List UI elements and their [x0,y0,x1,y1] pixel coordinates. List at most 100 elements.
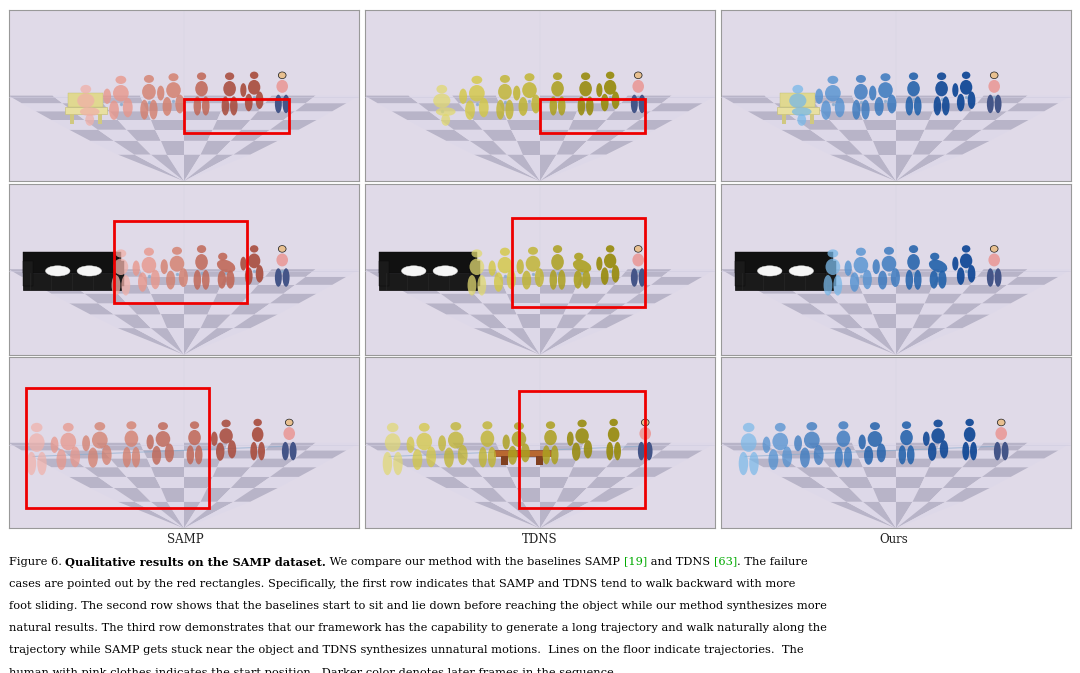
Ellipse shape [551,446,558,464]
Polygon shape [733,450,785,458]
Polygon shape [896,277,936,285]
Bar [113,221,247,304]
Polygon shape [365,96,418,103]
Polygon shape [217,488,254,501]
Polygon shape [516,488,540,501]
Bar [734,260,745,286]
Polygon shape [919,477,954,488]
Polygon shape [184,269,228,277]
Polygon shape [184,293,217,304]
Polygon shape [765,96,814,103]
Ellipse shape [608,427,620,442]
Polygon shape [184,501,233,528]
Ellipse shape [513,85,521,100]
Bar [9,10,360,99]
Polygon shape [184,501,201,528]
Ellipse shape [792,108,811,116]
Polygon shape [446,314,490,328]
Polygon shape [859,458,896,467]
Polygon shape [254,130,299,141]
Ellipse shape [283,427,295,440]
Polygon shape [863,120,896,130]
Ellipse shape [249,245,258,252]
Polygon shape [626,293,673,304]
Polygon shape [540,141,564,155]
Polygon shape [913,141,943,155]
Polygon shape [573,111,615,120]
Ellipse shape [743,423,755,432]
Polygon shape [52,467,98,477]
Ellipse shape [638,269,646,287]
Ellipse shape [642,419,649,425]
Bar [720,184,1071,273]
Ellipse shape [245,267,253,285]
Polygon shape [720,269,774,277]
Ellipse shape [77,266,102,276]
Ellipse shape [221,96,229,116]
Ellipse shape [507,270,516,289]
Polygon shape [91,314,134,328]
Polygon shape [943,477,982,488]
Ellipse shape [459,89,467,104]
Polygon shape [896,314,919,328]
Polygon shape [483,304,516,314]
Polygon shape [610,130,654,141]
Polygon shape [503,285,540,293]
Polygon shape [98,477,137,488]
Polygon shape [615,450,662,458]
Ellipse shape [869,85,876,100]
Polygon shape [774,277,822,285]
Polygon shape [233,141,278,155]
Polygon shape [540,155,573,181]
Polygon shape [378,277,429,285]
Polygon shape [556,141,586,155]
Polygon shape [597,467,639,477]
Ellipse shape [245,94,253,111]
Ellipse shape [827,76,838,84]
Polygon shape [569,120,606,130]
Polygon shape [103,277,147,285]
Ellipse shape [254,419,262,426]
Polygon shape [859,111,896,120]
Polygon shape [242,120,283,130]
Polygon shape [896,111,933,120]
Polygon shape [829,155,896,181]
Polygon shape [184,155,217,181]
Ellipse shape [914,96,921,116]
Bar [810,114,814,124]
Polygon shape [540,111,577,120]
Ellipse shape [481,431,495,447]
Ellipse shape [140,100,148,120]
Polygon shape [251,111,295,120]
Polygon shape [418,277,465,285]
Polygon shape [147,458,184,467]
Polygon shape [270,293,316,304]
Polygon shape [569,293,606,304]
Polygon shape [651,103,702,111]
Polygon shape [896,285,933,293]
Bar [379,273,477,289]
Ellipse shape [438,435,446,451]
Bar [537,456,543,465]
Ellipse shape [275,269,282,287]
Ellipse shape [582,271,591,289]
Polygon shape [483,477,516,488]
Polygon shape [266,269,315,277]
Bar [184,99,289,133]
Ellipse shape [631,95,638,113]
Polygon shape [867,130,896,141]
Polygon shape [577,450,621,458]
Polygon shape [151,501,184,528]
Ellipse shape [249,71,258,79]
Polygon shape [962,458,1008,467]
Ellipse shape [544,430,557,446]
Polygon shape [913,314,943,328]
Ellipse shape [929,260,947,273]
Polygon shape [838,304,873,314]
Polygon shape [814,103,859,111]
Polygon shape [184,155,251,181]
Polygon shape [581,269,627,277]
Ellipse shape [102,445,111,465]
Polygon shape [91,488,134,501]
Polygon shape [797,293,838,304]
